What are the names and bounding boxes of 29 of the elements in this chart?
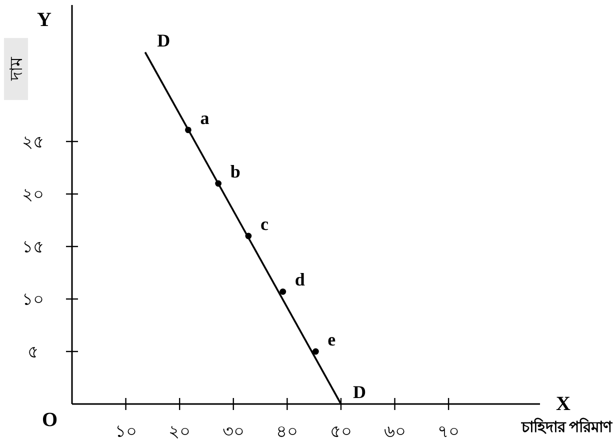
x-tick-label: ৫০	[330, 422, 352, 441]
y-tick-label: ৫	[28, 342, 38, 362]
data-label: e	[328, 330, 336, 350]
data-label: d	[294, 270, 305, 290]
x-tick-label: ৬০	[384, 422, 406, 441]
y-tick-label: ২৫	[22, 132, 44, 152]
point	[245, 232, 252, 240]
text: X	[556, 393, 571, 415]
text: O	[42, 409, 58, 431]
point	[215, 180, 222, 187]
text: Y	[37, 9, 52, 31]
y-axis-title: দাম	[7, 56, 26, 82]
data-label: c	[260, 214, 268, 234]
data-label: b	[230, 162, 240, 182]
data-label: a	[200, 108, 210, 128]
data-label: D	[352, 382, 366, 402]
data-label: D	[157, 30, 170, 50]
point	[184, 126, 192, 134]
x-tick-label: ৩০	[222, 422, 244, 441]
x-tick-label: ৭০	[438, 422, 460, 441]
x-axis-title: চাহিদার পরিমাণ	[520, 417, 613, 436]
x-tick-label: ১০	[114, 422, 137, 441]
y-tick-label: ১০	[22, 290, 44, 309]
point	[312, 348, 319, 355]
y-tick-label: ২০	[22, 185, 44, 204]
x-tick-label: ২০	[168, 422, 191, 441]
x-tick-label: ৪০	[276, 422, 298, 441]
point	[280, 288, 286, 295]
y-tick-label: ১৫	[22, 238, 44, 256]
